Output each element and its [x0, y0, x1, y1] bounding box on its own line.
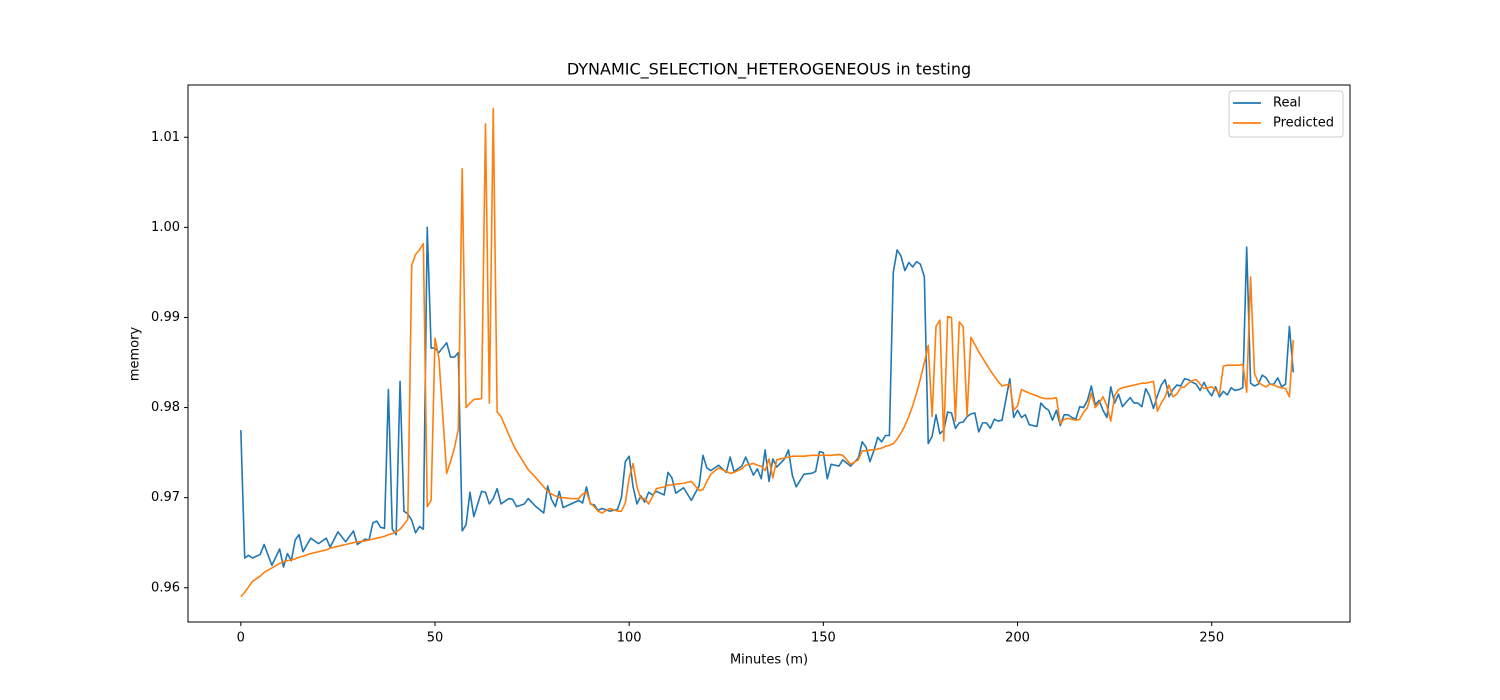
y-tick-label: 1.01 — [151, 130, 180, 145]
data-line — [240, 226, 1295, 568]
x-tick-label: 50 — [427, 631, 444, 646]
data-line — [240, 107, 1295, 598]
x-tick-label: 0 — [237, 631, 245, 646]
y-tick-label: 0.96 — [151, 580, 180, 595]
x-tick-label: 150 — [811, 631, 836, 646]
x-tick-label: 100 — [617, 631, 642, 646]
legend-label: Real — [1273, 96, 1301, 111]
legend-label: Predicted — [1273, 116, 1334, 131]
chart-title: DYNAMIC_SELECTION_HETEROGENEOUS in testi… — [567, 60, 971, 80]
x-tick-label: 200 — [1005, 631, 1030, 646]
plot-frame — [187, 84, 1351, 623]
y-tick-label: 0.97 — [151, 490, 180, 505]
y-axis-label: memory — [128, 327, 143, 382]
x-axis-label: Minutes (m) — [730, 653, 808, 668]
y-tick-label: 1.00 — [151, 220, 180, 235]
y-tick-label: 0.98 — [151, 400, 180, 415]
y-tick-label: 0.99 — [151, 310, 180, 325]
x-tick-label: 250 — [1199, 631, 1224, 646]
